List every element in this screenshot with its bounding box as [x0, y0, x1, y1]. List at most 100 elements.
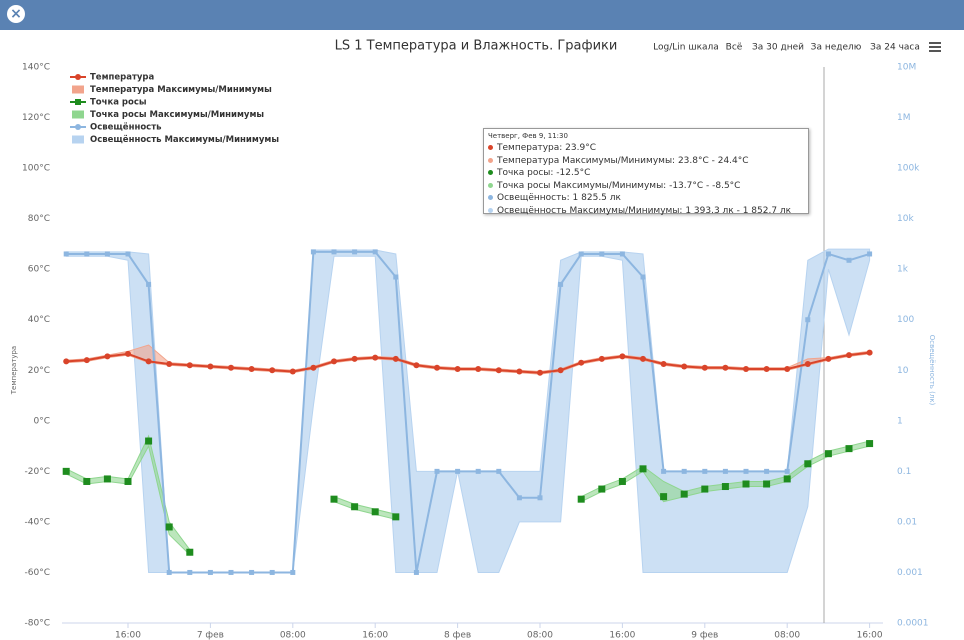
close-button[interactable]: ×: [7, 5, 25, 23]
chart: LS 1 Температура и Влажность. Графики Lo…: [10, 39, 941, 640]
legend-symbol: [75, 74, 81, 80]
point: [804, 460, 812, 468]
y-tick-label: -40°C: [25, 517, 50, 527]
point: [455, 468, 461, 474]
point: [619, 353, 626, 360]
tooltip-text: Температура: 23.9°C: [497, 143, 596, 153]
point: [722, 468, 728, 474]
x-tick-label: 8 фев: [444, 631, 471, 640]
point: [742, 480, 750, 488]
point: [784, 468, 790, 474]
menu-button[interactable]: Log/Lin шкала: [653, 43, 719, 53]
point: [165, 523, 173, 531]
point: [351, 503, 359, 511]
point: [639, 465, 647, 473]
legend-label: Освещённость: [90, 123, 162, 133]
legend-symbol: [72, 110, 84, 119]
point: [248, 366, 255, 373]
menu-button[interactable]: За 30 дней: [752, 43, 804, 53]
point: [578, 359, 585, 366]
menu-icon: [929, 46, 941, 48]
point: [558, 281, 564, 287]
point: [62, 467, 70, 475]
tooltip-text: Освещённость: 1 825.5 лк: [497, 193, 621, 203]
point: [330, 495, 338, 503]
point: [557, 367, 564, 374]
menu-icon: [929, 50, 941, 52]
point: [495, 367, 502, 374]
tooltip-row: Температура Максимумы/Минимумы: 23.8°C -…: [488, 155, 804, 168]
point: [660, 360, 667, 367]
menu-button[interactable]: Всё: [726, 43, 743, 53]
series-line: [66, 250, 870, 574]
x-tick-label: 08:00: [774, 631, 800, 640]
point: [660, 493, 668, 501]
legend-label: Температура Максимумы/Минимумы: [90, 85, 272, 95]
point: [475, 366, 482, 373]
point: [681, 468, 687, 474]
range-area: [65, 248, 871, 573]
point: [124, 477, 132, 485]
legend-symbol: [72, 85, 84, 94]
point: [825, 355, 832, 362]
point: [63, 358, 70, 365]
point: [413, 569, 419, 575]
menu-button[interactable]: За 24 часа: [870, 43, 920, 53]
y2-axis-title: Освещённость (лк): [928, 335, 936, 406]
x-tick-label: 08:00: [280, 631, 306, 640]
point: [351, 355, 358, 362]
tooltip-row: Точка росы: -12.5°C: [488, 167, 804, 180]
tooltip-row: Температура: 23.9°C: [488, 142, 804, 155]
point: [145, 358, 152, 365]
y2-tick-label: 100: [897, 315, 914, 325]
point: [681, 363, 688, 370]
point: [186, 548, 194, 556]
point: [393, 274, 399, 280]
point: [578, 251, 584, 257]
point: [866, 440, 874, 448]
point: [805, 317, 811, 323]
point: [83, 357, 90, 364]
point: [352, 249, 358, 255]
x-tick-label: 7 фев: [197, 631, 224, 640]
point: [680, 490, 688, 498]
point: [125, 350, 131, 357]
y2-tick-label: 0.1: [897, 467, 911, 477]
y-tick-label: -60°C: [25, 568, 50, 578]
point: [640, 355, 646, 362]
legend-label: Точка росы: [90, 98, 147, 108]
point: [845, 445, 853, 453]
point: [434, 468, 440, 474]
point: [702, 468, 708, 474]
tooltip-text: Температура Максимумы/Минимумы: 23.8°C -…: [497, 155, 749, 166]
point: [824, 450, 832, 458]
point: [331, 249, 337, 255]
point: [516, 495, 522, 501]
x-tick-label: 16:00: [857, 631, 883, 640]
point: [619, 251, 625, 257]
legend-symbol: [72, 135, 84, 144]
window-bar: ×: [0, 0, 964, 30]
x-tick-label: 08:00: [527, 631, 553, 640]
point: [640, 274, 646, 280]
point: [701, 364, 708, 371]
x-tick-label: 16:00: [115, 631, 141, 640]
tooltip: Четверг, Фев 9, 11:30 Температура: 23.9°…: [483, 128, 809, 216]
point: [83, 477, 91, 485]
point: [516, 368, 523, 375]
legend-symbol: [75, 99, 81, 105]
tooltip-text: Освещённость Максимумы/Минимумы: 1 393.3…: [497, 205, 792, 216]
chart-title: LS 1 Температура и Влажность. Графики: [335, 39, 618, 54]
y2-tick-label: 0.0001: [897, 619, 929, 629]
point: [598, 485, 606, 493]
point: [310, 249, 316, 255]
point: [186, 362, 193, 369]
menu-icon: [929, 42, 941, 44]
point: [269, 367, 276, 374]
point: [598, 355, 605, 362]
menu-button[interactable]: За неделю: [811, 43, 862, 53]
x-tick-label: 9 фев: [691, 631, 718, 640]
point: [618, 477, 626, 485]
tooltip-bullet: [488, 145, 493, 150]
point: [475, 468, 481, 474]
